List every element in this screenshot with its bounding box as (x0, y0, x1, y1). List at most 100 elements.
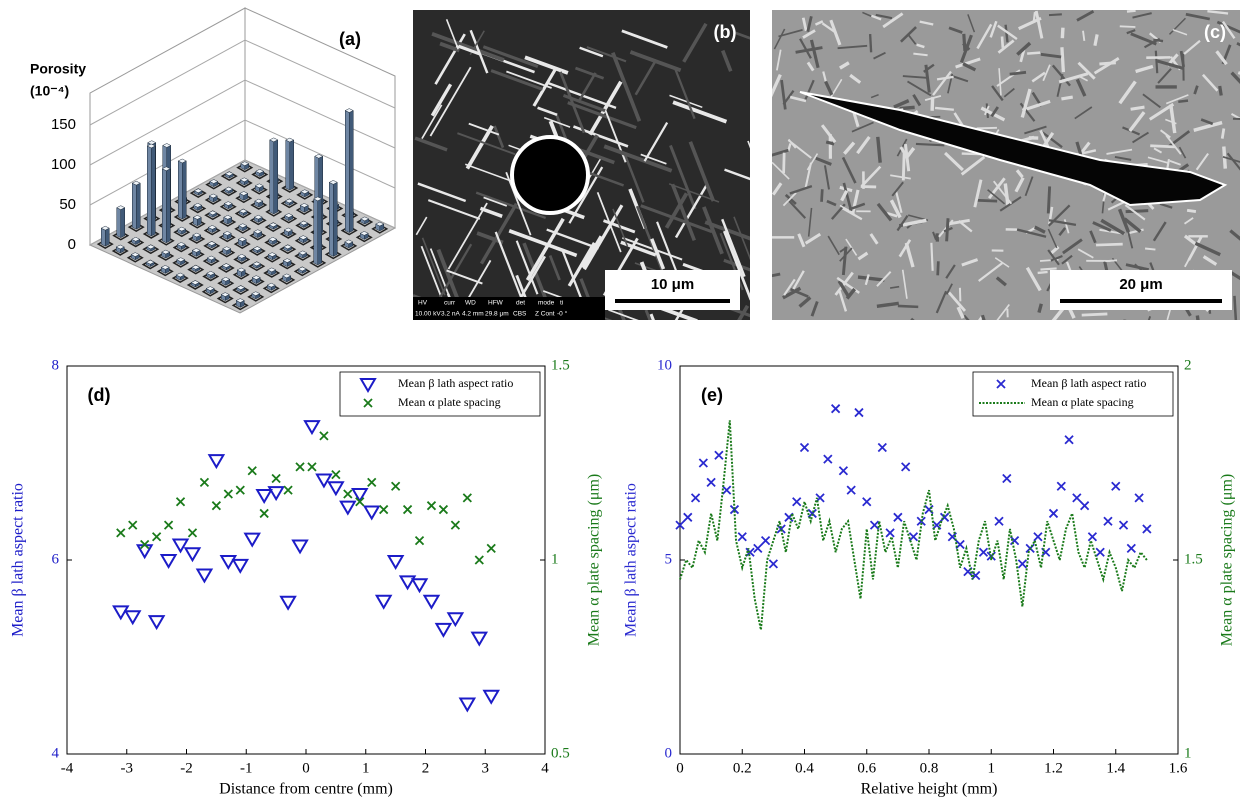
lath (956, 306, 965, 319)
info-value: -0 ° (557, 310, 568, 318)
bar-face (237, 253, 247, 259)
lath (868, 33, 873, 53)
lath (810, 301, 819, 317)
bar (236, 285, 246, 293)
lath (505, 171, 532, 236)
point (862, 497, 872, 507)
lath (1125, 209, 1149, 214)
bar-face (360, 216, 370, 222)
lath (634, 59, 658, 96)
point (438, 504, 449, 515)
y-axis-title: Porosity (30, 61, 86, 77)
bar (131, 180, 141, 230)
lath (948, 26, 963, 34)
lath (1160, 129, 1171, 139)
lath (1147, 316, 1152, 320)
grid-line (89, 39, 396, 126)
lath (664, 192, 689, 229)
lath (416, 317, 425, 320)
lath (682, 22, 708, 63)
lath (772, 161, 790, 180)
point (422, 594, 441, 610)
lath (839, 246, 848, 253)
bar-face (328, 180, 338, 185)
point (116, 528, 126, 538)
lath (778, 29, 803, 38)
lath (995, 276, 1007, 287)
lath (668, 183, 720, 203)
point (1118, 520, 1129, 530)
bar-face (267, 267, 277, 273)
bar-face (359, 231, 369, 236)
lath (621, 29, 668, 49)
bar (145, 259, 155, 267)
lath (1037, 270, 1048, 275)
lath (782, 192, 797, 207)
lath (737, 304, 750, 320)
lath (1046, 186, 1052, 214)
point (355, 497, 365, 507)
lath (904, 242, 915, 268)
y2-tick-label: 1.5 (1184, 551, 1203, 567)
lath (912, 94, 922, 107)
lath (524, 55, 569, 75)
lath (1123, 217, 1142, 233)
lath (932, 231, 937, 241)
lath (1150, 144, 1176, 149)
lath (586, 46, 627, 63)
lath (721, 49, 733, 72)
point (187, 528, 198, 538)
bar-face (273, 139, 278, 215)
lath (899, 146, 908, 156)
bar (299, 203, 309, 213)
bar-face (297, 266, 307, 272)
lath (841, 156, 857, 184)
lath (1117, 208, 1131, 234)
bar-face (176, 242, 186, 247)
lath (987, 189, 1006, 205)
lath (845, 238, 858, 256)
lath (431, 32, 505, 62)
lath (421, 237, 446, 296)
point (885, 528, 895, 538)
lath (990, 106, 999, 118)
lath (923, 63, 935, 73)
lath (445, 19, 459, 50)
lath (896, 214, 909, 232)
lath (989, 20, 998, 38)
info-value: 4.2 mm (462, 311, 484, 318)
point (279, 595, 297, 611)
lath (1060, 27, 1065, 39)
x-axis-title: Distance from centre (mm) (219, 781, 393, 798)
lath (1229, 229, 1240, 241)
point (231, 558, 250, 574)
info-header: mode (538, 300, 555, 307)
lath (1147, 156, 1169, 164)
point (327, 481, 345, 497)
point (402, 504, 413, 515)
lath (945, 264, 956, 279)
bar-face (191, 264, 201, 270)
x-tick-label: 1 (362, 760, 370, 776)
lath (465, 163, 515, 183)
bar-face (333, 181, 338, 257)
lath (851, 189, 860, 214)
lath (873, 51, 886, 60)
point (247, 466, 257, 476)
point (450, 520, 461, 530)
point (295, 462, 305, 472)
bar-face (289, 139, 294, 191)
lath (902, 75, 927, 79)
point (854, 407, 864, 418)
lath (1047, 206, 1054, 226)
lath (1060, 47, 1066, 73)
bar-face (131, 236, 141, 242)
lath (1154, 50, 1159, 74)
lath (840, 189, 849, 202)
lath (439, 41, 461, 53)
lath (1050, 255, 1063, 262)
panel-label: (b) (714, 22, 737, 42)
lath (1100, 218, 1126, 236)
lath (882, 12, 904, 29)
